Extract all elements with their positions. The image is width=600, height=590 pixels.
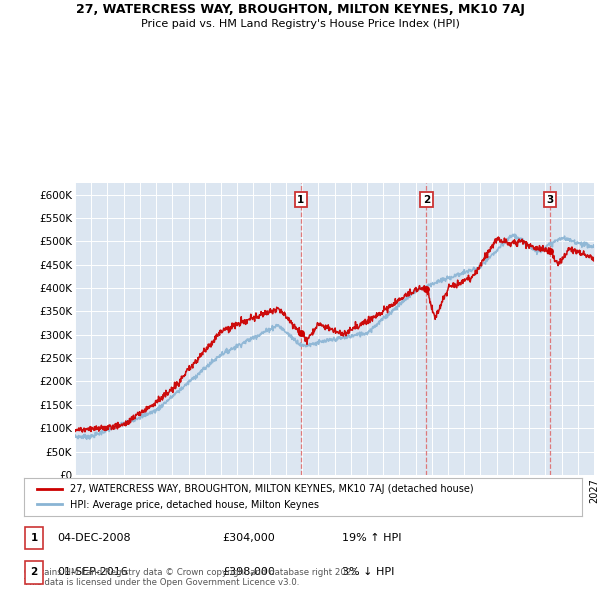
Text: 27, WATERCRESS WAY, BROUGHTON, MILTON KEYNES, MK10 7AJ: 27, WATERCRESS WAY, BROUGHTON, MILTON KE… — [76, 3, 524, 16]
Text: 1: 1 — [297, 195, 304, 205]
Text: 1: 1 — [31, 533, 38, 543]
Text: Contains HM Land Registry data © Crown copyright and database right 2025.
This d: Contains HM Land Registry data © Crown c… — [24, 568, 359, 587]
Text: 19% ↑ HPI: 19% ↑ HPI — [342, 533, 401, 543]
Text: 3% ↓ HPI: 3% ↓ HPI — [342, 568, 394, 577]
Text: £398,000: £398,000 — [222, 568, 275, 577]
Text: 2: 2 — [31, 568, 38, 577]
Text: 2: 2 — [423, 195, 430, 205]
Text: 01-SEP-2016: 01-SEP-2016 — [57, 568, 128, 577]
Text: 3: 3 — [547, 195, 554, 205]
Text: 04-DEC-2008: 04-DEC-2008 — [57, 533, 131, 543]
Legend: 27, WATERCRESS WAY, BROUGHTON, MILTON KEYNES, MK10 7AJ (detached house), HPI: Av: 27, WATERCRESS WAY, BROUGHTON, MILTON KE… — [32, 478, 479, 516]
Text: Price paid vs. HM Land Registry's House Price Index (HPI): Price paid vs. HM Land Registry's House … — [140, 19, 460, 29]
Text: £304,000: £304,000 — [222, 533, 275, 543]
